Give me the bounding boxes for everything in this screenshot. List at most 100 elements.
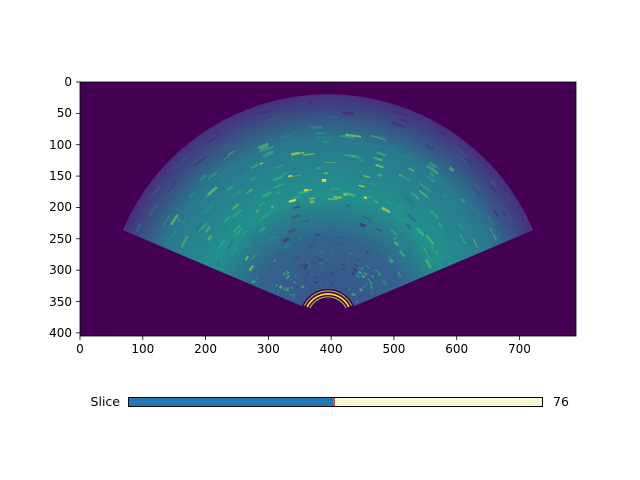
speckle-mark: [475, 194, 483, 204]
speckle-mark: [404, 222, 413, 230]
speckle-mark: [373, 142, 388, 148]
speckle-mark: [377, 271, 382, 276]
speckle-mark: [171, 230, 177, 239]
speckle-mark: [268, 207, 279, 214]
speckle-mark: [390, 130, 405, 137]
speckle-mark: [286, 273, 290, 277]
speckle-mark: [261, 258, 267, 264]
speckle-mark: [429, 244, 436, 253]
speckle-mark: [345, 287, 348, 291]
speckle-mark: [368, 182, 376, 186]
speckle-mark: [339, 236, 344, 239]
speckle-mark: [468, 206, 477, 217]
speckle-mark: [457, 223, 464, 231]
probe-ring: [309, 296, 347, 309]
speckle-mark: [203, 202, 215, 215]
speckle-mark: [288, 198, 297, 203]
speckle-mark: [303, 266, 307, 270]
speckle-mark: [465, 157, 472, 164]
speckle-mark: [287, 228, 296, 234]
speckle-mark: [261, 191, 272, 199]
y-tick-label: 0: [64, 75, 72, 89]
speckle-mark: [408, 167, 415, 172]
speckle-mark: [244, 270, 247, 274]
speckle-mark: [291, 214, 301, 219]
speckle-mark: [368, 285, 372, 290]
x-tick-label: 300: [256, 342, 280, 356]
speckle-mark: [256, 108, 272, 116]
speckle-mark: [335, 262, 341, 266]
speckle-mark: [258, 226, 267, 233]
speckle-mark: [233, 245, 237, 250]
speckle-mark: [466, 214, 474, 223]
speckle-mark: [341, 268, 346, 271]
speckle-mark: [195, 253, 200, 259]
speckle-mark: [233, 225, 241, 233]
speckle-mark: [284, 251, 289, 256]
speckle-mark: [505, 191, 514, 204]
speckle-mark: [305, 271, 309, 275]
speckle-mark: [133, 204, 143, 220]
speckle-mark: [270, 205, 275, 209]
speckle-mark: [181, 154, 189, 161]
speckle-mark: [460, 198, 466, 203]
speckle-mark: [303, 188, 309, 192]
speckle-mark: [231, 203, 240, 211]
speckle-mark: [346, 204, 351, 207]
speckle-mark: [374, 268, 379, 273]
speckle-mark: [310, 272, 314, 276]
slider-handle[interactable]: [333, 398, 336, 406]
speckle-mark: [458, 233, 467, 245]
speckle-mark: [401, 258, 407, 264]
speckle-mark: [197, 224, 205, 233]
speckle-mark: [217, 176, 225, 183]
speckle-mark: [357, 270, 363, 275]
speckle-mark: [317, 258, 322, 262]
speckle-mark: [286, 270, 290, 275]
speckle-mark: [291, 248, 298, 252]
speckle-mark: [223, 143, 229, 148]
slice-slider[interactable]: [128, 397, 543, 407]
speckle-mark: [202, 222, 208, 230]
speckle-mark: [308, 275, 312, 278]
speckle-mark: [255, 209, 260, 213]
speckle-mark: [370, 134, 387, 141]
speckle-mark: [294, 196, 300, 199]
x-tick-label: 500: [382, 342, 406, 356]
speckle-mark: [271, 222, 279, 227]
speckle-mark: [437, 222, 443, 228]
speckle-mark: [470, 204, 479, 216]
speckle-mark: [336, 258, 341, 262]
speckle-mark: [230, 247, 238, 257]
speckle-mark: [369, 285, 374, 290]
speckle-mark: [241, 120, 252, 126]
speckle-mark: [411, 264, 416, 270]
speckle-mark: [490, 185, 497, 194]
speckle-mark: [372, 156, 384, 162]
speckle-mark: [314, 275, 318, 279]
speckle-mark: [479, 167, 484, 172]
speckle-mark: [303, 268, 306, 272]
speckle-mark: [293, 265, 298, 270]
speckle-mark: [267, 288, 270, 291]
speckle-mark: [435, 250, 439, 255]
speckle-mark: [199, 173, 208, 182]
speckle-mark: [251, 280, 256, 284]
speckle-mark: [424, 258, 432, 269]
speckle-mark: [434, 128, 451, 139]
speckle-mark: [428, 163, 436, 171]
speckle-mark: [425, 234, 434, 245]
speckle-mark: [245, 188, 254, 195]
speckle-mark: [195, 222, 203, 232]
speckle-mark: [471, 186, 482, 198]
speckle-mark: [351, 272, 355, 275]
speckle-mark: [357, 259, 360, 262]
speckle-mark: [274, 285, 277, 290]
speckle-mark: [355, 273, 361, 279]
speckle-mark: [301, 289, 305, 293]
speckle-mark: [429, 161, 438, 169]
speckle-mark: [362, 215, 371, 220]
speckle-mark: [314, 233, 321, 236]
speckle-mark: [363, 272, 368, 276]
speckle-mark: [413, 235, 417, 240]
